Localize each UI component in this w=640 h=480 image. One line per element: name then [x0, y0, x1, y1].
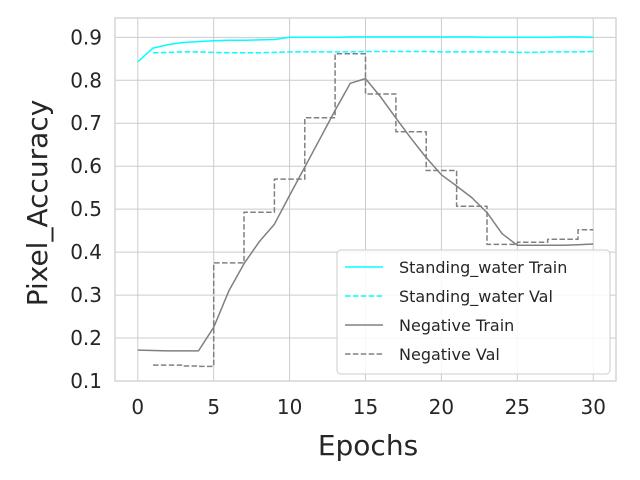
legend-label: Standing_water Val [399, 287, 553, 307]
x-tick-label: 15 [353, 395, 378, 419]
series-3 [137, 77, 594, 352]
x-tick-label: 0 [131, 395, 144, 419]
x-tick-label: 25 [505, 395, 530, 419]
legend-label: Negative Train [399, 316, 514, 335]
legend-item: Negative Val [345, 345, 500, 364]
legend-item: Standing_water Val [345, 287, 553, 307]
y-tick-label: 0.9 [70, 25, 102, 49]
x-tick-label: 10 [277, 395, 302, 419]
y-tick-label: 0.3 [70, 283, 102, 307]
series-2 [152, 50, 594, 54]
series-line [137, 36, 594, 63]
legend-label: Negative Val [399, 345, 500, 364]
x-axis-label: Epochs [318, 429, 418, 462]
y-tick-label: 0.8 [70, 68, 102, 92]
series-line [152, 50, 594, 54]
y-tick-label: 0.7 [70, 111, 102, 135]
x-tick-labels: 0 5 10 15 20 25 30 [131, 395, 606, 419]
y-tick-label: 0.5 [70, 197, 102, 221]
legend-item: Standing_water Train [345, 258, 567, 278]
x-tick-label: 5 [207, 395, 220, 419]
legend-label: Standing_water Train [399, 258, 567, 278]
plot-frame [114, 17, 617, 382]
series-1 [137, 36, 594, 63]
legend: Standing_water Train Standing_water Val Ne… [336, 249, 611, 375]
y-tick-label: 0.2 [70, 326, 102, 350]
legend-item: Negative Train [345, 316, 514, 335]
series-line [137, 77, 594, 352]
legend-box [336, 249, 611, 375]
series-layer [137, 36, 594, 368]
x-tick-label: 20 [429, 395, 454, 419]
series-line [153, 52, 594, 368]
y-tick-label: 0.1 [70, 369, 102, 393]
y-axis-label: Pixel_Accuracy [21, 100, 54, 307]
y-tick-label: 0.6 [70, 154, 102, 178]
y-tick-labels: 0.1 0.2 0.3 0.4 0.5 0.6 0.7 0.8 0.9 [70, 25, 102, 393]
series-4 [153, 52, 594, 368]
x-tick-label: 30 [581, 395, 606, 419]
y-tick-label: 0.4 [70, 240, 102, 264]
